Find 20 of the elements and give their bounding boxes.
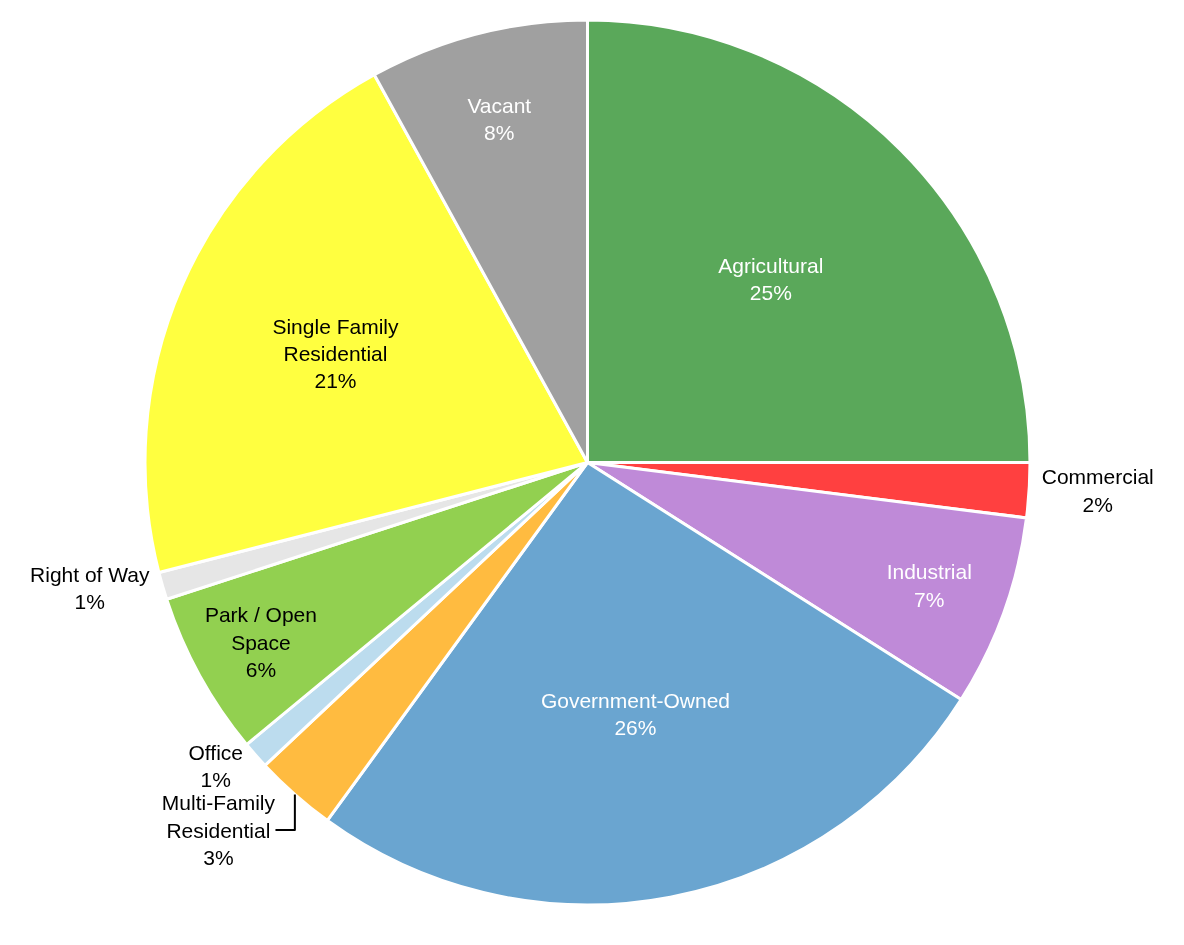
data-label: 1%	[200, 768, 231, 792]
slice-label: Industrial	[886, 560, 972, 584]
data-label: 2%	[1082, 492, 1113, 516]
slice-label: Right of Way	[30, 562, 150, 586]
data-label: 7%	[914, 587, 945, 611]
slice-label: Multi-Family Residential	[161, 791, 276, 842]
slice-label: Commercial	[1041, 465, 1154, 489]
data-label: 6%	[245, 657, 277, 681]
data-label: 21%	[314, 369, 357, 393]
slice-label: Park / Open Space	[204, 603, 317, 654]
data-label: 3%	[203, 845, 234, 869]
slice-label: Single Family Residential	[272, 314, 399, 366]
slice-label: Office	[188, 740, 243, 764]
data-label: 26%	[614, 716, 657, 740]
data-label: 1%	[74, 590, 105, 614]
data-label: 8%	[484, 121, 515, 145]
data-label: 25%	[749, 281, 792, 305]
slice-label: Agricultural	[718, 254, 824, 278]
slice-label: Government-Owned	[540, 688, 730, 712]
slice-label: Vacant	[467, 94, 532, 118]
